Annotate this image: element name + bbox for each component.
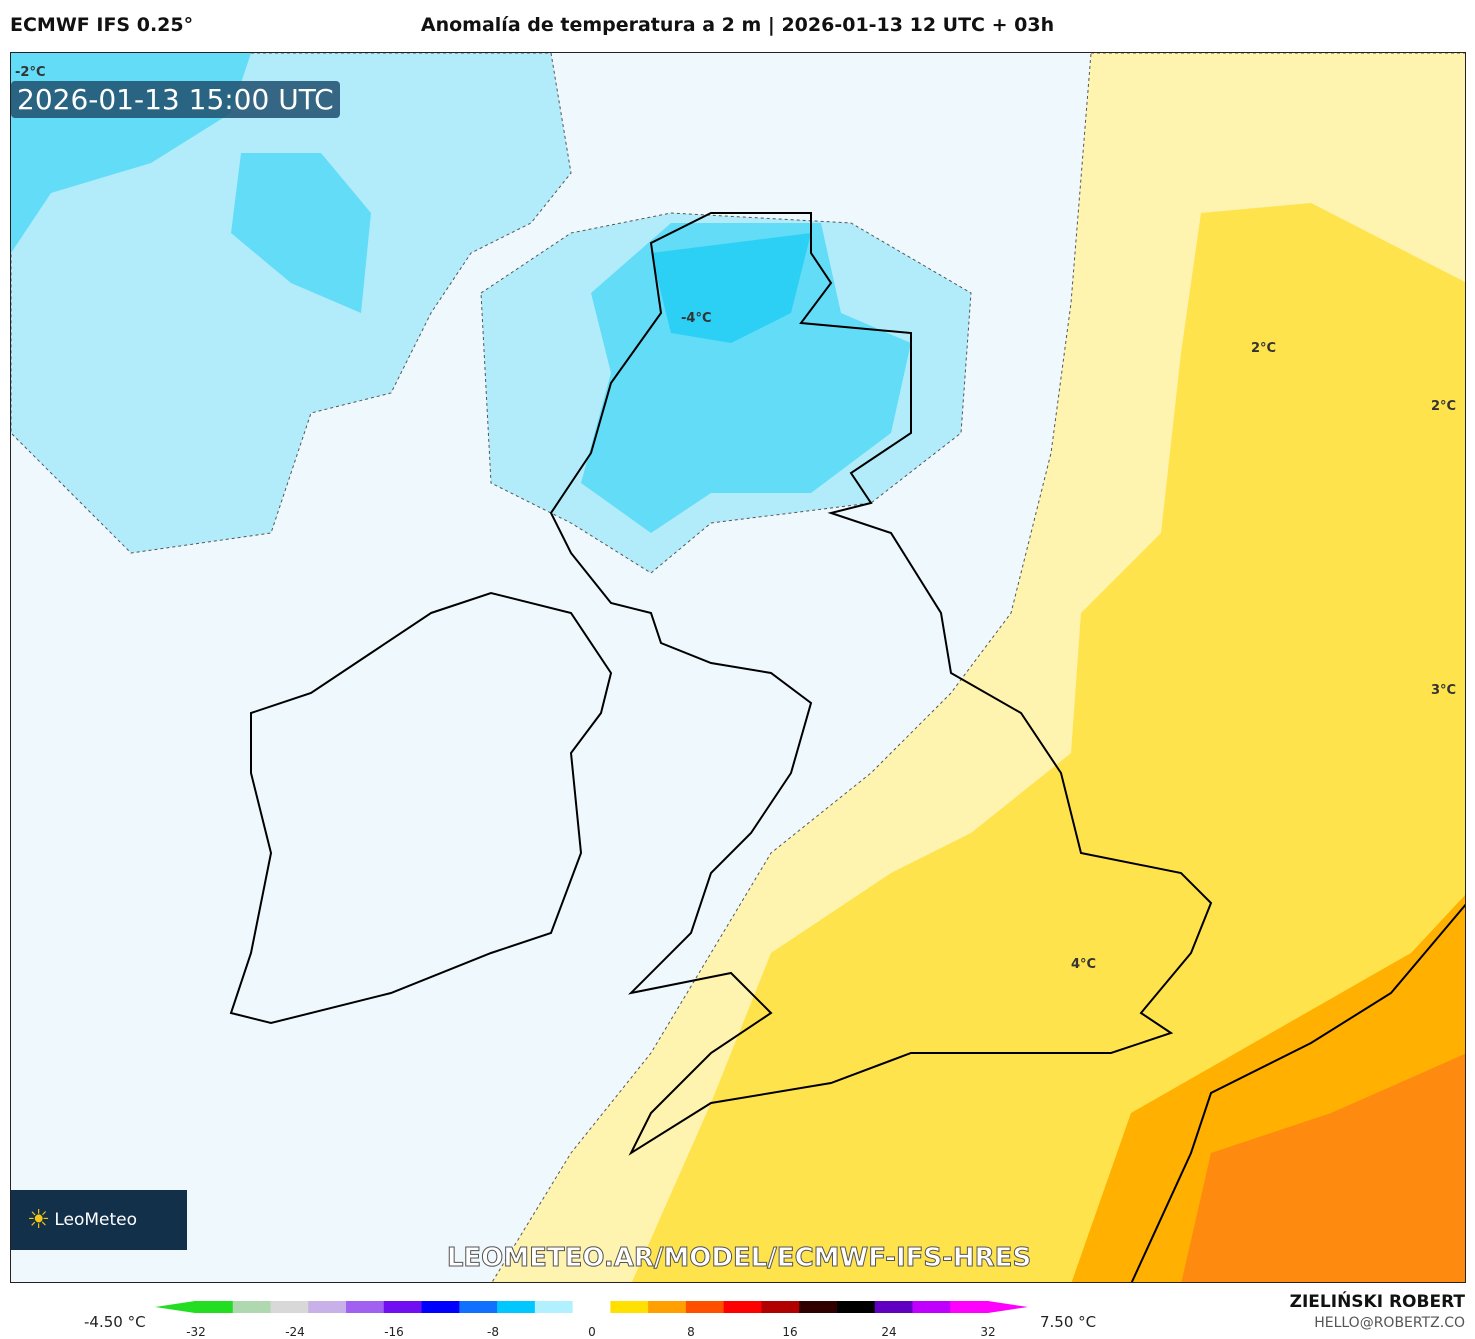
chart-title: Anomalía de temperatura a 2 m | 2026-01-…: [420, 14, 1055, 36]
colorbar-tick: 32: [980, 1325, 996, 1339]
colorbar-segment: [383, 1301, 423, 1313]
map-canvas: [11, 53, 1465, 1282]
colorbar-max-arrow: [988, 1301, 1028, 1313]
colorbar-tick: 16: [782, 1325, 798, 1339]
colorbar-segment: [723, 1301, 762, 1313]
contour-label: 4°C: [1071, 957, 1097, 972]
colorbar-segment: [534, 1301, 574, 1313]
colorbar-max-label: 7.50 °C: [1040, 1313, 1097, 1331]
zone-minus3: [651, 233, 811, 343]
colorbar-min-arrow: [155, 1301, 195, 1313]
contour-label: 3°C: [1431, 683, 1457, 698]
colorbar-segment: [195, 1301, 234, 1313]
zone-minus2b: [231, 153, 371, 313]
model-name: ECMWF IFS 0.25°: [10, 14, 194, 36]
colorbar-segment: [761, 1301, 800, 1313]
colorbar-segment: [912, 1301, 951, 1313]
colorbar-tick: -24: [285, 1325, 305, 1339]
contour-label: -2°C: [15, 65, 46, 80]
colorbar-segment: [685, 1301, 725, 1313]
colorbar-segment: [270, 1301, 309, 1313]
great-britain-coastline: [549, 212, 1213, 1156]
colorbar-segment: [799, 1301, 838, 1313]
colorbar-segment: [308, 1301, 347, 1313]
colorbar-segment: [421, 1301, 460, 1313]
colorbar-segment: [572, 1301, 611, 1313]
zone-plus4: [1181, 1053, 1465, 1282]
colorbar-segment: [232, 1301, 272, 1313]
colorbar-segment: [648, 1301, 687, 1313]
zone-plus2: [631, 203, 1465, 1282]
ireland-coastline: [229, 591, 613, 1025]
colorbar-segment: [497, 1301, 536, 1313]
colorbar-tick: 8: [687, 1325, 695, 1339]
sun-icon: ☀: [27, 1205, 51, 1235]
colorbar-segment: [874, 1301, 913, 1313]
colorbar-tick: 0: [588, 1325, 596, 1339]
author-name: ZIELIŃSKI ROBERT: [1289, 1292, 1465, 1312]
contour-label: 2°C: [1431, 399, 1457, 414]
colorbar-tick: -32: [186, 1325, 206, 1339]
colorbar-tick: -8: [487, 1325, 499, 1339]
colorbar-segment: [346, 1301, 385, 1313]
colorbar-segment: [610, 1301, 649, 1313]
contour-label: 2°C: [1251, 341, 1277, 356]
colorbar-segment: [950, 1301, 989, 1313]
temperature-anomaly-map[interactable]: 2026-01-13 15:00 UTC -2°C -4°C 2°C 2°C 3…: [10, 52, 1466, 1283]
zone-minus1: [11, 53, 572, 554]
colorbar: [155, 1301, 1028, 1313]
contour-label: -4°C: [681, 311, 712, 326]
valid-time-stamp: 2026-01-13 15:00 UTC: [11, 81, 340, 118]
continent-coastline: [1130, 903, 1465, 1282]
colorbar-tick: 24: [881, 1325, 897, 1339]
colorbar-segment: [836, 1301, 876, 1313]
leometeo-logo: ☀ LeoMeteo: [11, 1190, 187, 1250]
author-email: HELLO@ROBERTZ.CO: [1314, 1315, 1465, 1331]
colorbar-segment: [459, 1301, 498, 1313]
watermark-url: LEOMETEO.AR/MODEL/ECMWF-IFS-HRES: [446, 1243, 1032, 1274]
logo-text: LeoMeteo: [54, 1210, 137, 1230]
colorbar-tick: -16: [384, 1325, 404, 1339]
colorbar-min-label: -4.50 °C: [84, 1313, 146, 1331]
